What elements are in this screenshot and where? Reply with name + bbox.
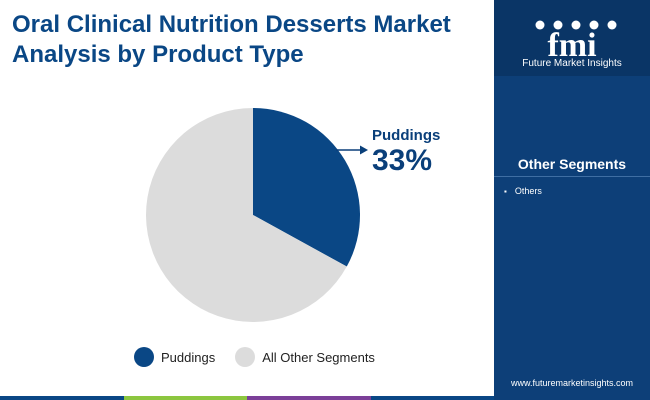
bottom-color-bar [0,396,494,400]
legend-swatch-all-other-segments [235,347,256,367]
legend-item-all-other-segments: All Other Segments [235,347,375,367]
callout-arrowhead [360,145,368,155]
panel-divider [494,176,650,177]
website-url: www.futuremarketinsights.com [510,378,634,388]
svg-text:fmi: fmi [547,27,596,58]
legend-label-puddings: Puddings [161,349,216,365]
pie-slice-all-other-segments [145,108,347,322]
callout-label: Puddings [372,127,441,144]
other-segments-heading: Other Segments [517,156,627,172]
logo: fmi Future Market Insights [494,0,650,76]
legend: Puddings All Other Segments [134,347,375,367]
side-panel: fmi Future Market Insights Other Segment… [494,0,650,400]
pie-chart [145,108,368,322]
bottom-bar-segment [0,396,124,400]
pie-slices [145,108,360,322]
fmi-logo-icon: fmi [535,20,617,58]
chart-title: Oral Clinical Nutrition Desserts Market … [12,11,451,68]
list-item: Others [504,186,542,196]
bottom-bar-segment [247,396,371,400]
legend-swatch-puddings [134,347,154,367]
other-segments-list: Others [504,186,542,196]
callout-value: 33% [372,144,433,177]
bottom-bar-segment [370,396,494,400]
legend-label-all-other-segments: All Other Segments [262,349,375,365]
legend-item-puddings: Puddings [134,347,215,367]
logo-text: Future Market Insights [522,58,622,69]
bottom-bar-segment [123,396,247,400]
pie-slice-puddings [253,108,360,267]
